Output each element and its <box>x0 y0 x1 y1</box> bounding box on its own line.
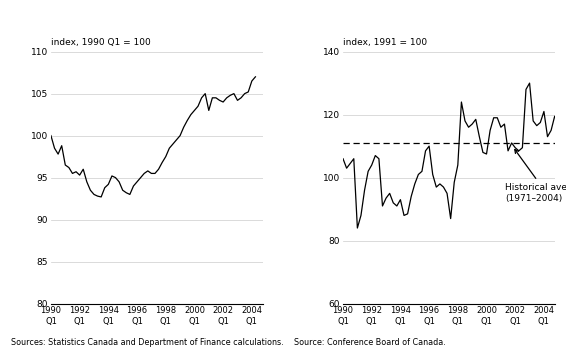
Text: Sources: Statistics Canada and Department of Finance calculations.: Sources: Statistics Canada and Departmen… <box>11 338 284 347</box>
Text: Index of
Consumer Attitudes: Index of Consumer Attitudes <box>351 17 483 46</box>
Text: index, 1990 Q1 = 100: index, 1990 Q1 = 100 <box>51 38 151 46</box>
Text: Historical average
(1971–2004): Historical average (1971–2004) <box>505 149 566 203</box>
Text: index, 1991 = 100: index, 1991 = 100 <box>343 38 427 46</box>
Text: Real Personal Disposable Income
Per Capita: Real Personal Disposable Income Per Capi… <box>59 17 279 46</box>
Text: Source: Conference Board of Canada.: Source: Conference Board of Canada. <box>294 338 446 347</box>
